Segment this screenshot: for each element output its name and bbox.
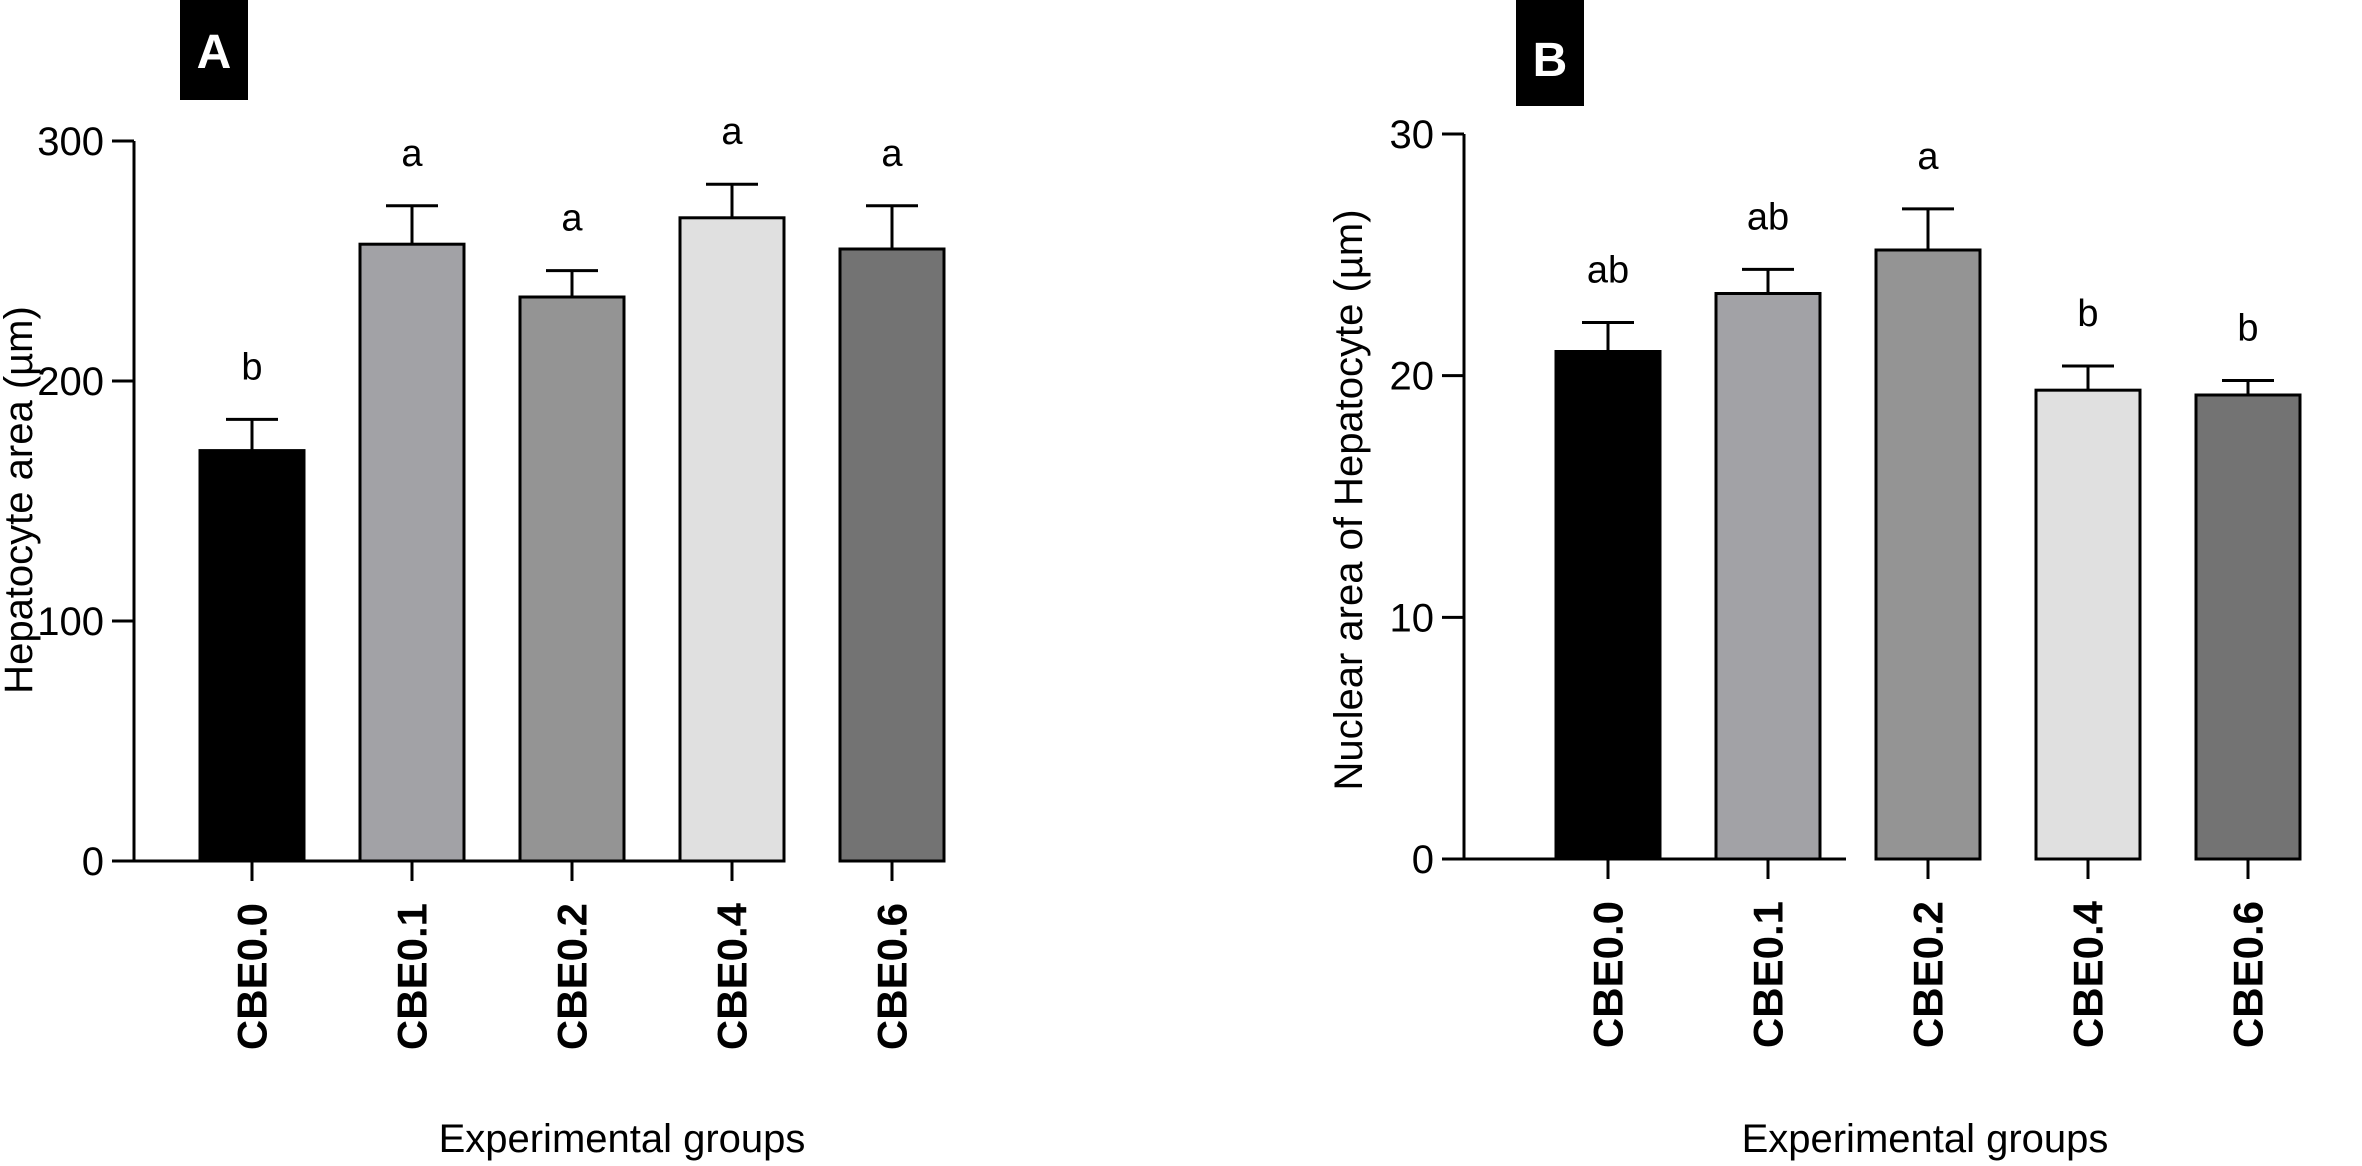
significance-label-a-0: b [241,346,262,388]
bar-b-CBE0.0 [1554,350,1662,861]
bar-b-CBE0.4 [2034,388,2142,861]
category-label-a-CBE0.2: CBE0.2 [549,903,596,1050]
panel-label-badge-b [1516,0,1584,106]
y-tick-label-b-20: 20 [1390,355,1435,399]
bar-b-CBE0.2 [1874,248,1982,861]
x-axis-title-a: Experimental groups [439,1117,806,1161]
significance-label-b-3: b [2077,293,2098,335]
x-axis-title-b: Experimental groups [1742,1117,2109,1161]
bar-b-CBE0.6 [2194,393,2302,861]
category-label-b-CBE0.1: CBE0.1 [1745,901,1792,1048]
y-tick-label-b-10: 10 [1390,596,1435,640]
category-label-b-CBE0.6: CBE0.6 [2225,901,2272,1048]
bar-a-CBE0.0 [198,449,306,863]
bar-a-CBE0.2 [518,295,626,863]
category-label-a-CBE0.6: CBE0.6 [869,903,916,1050]
category-label-a-CBE0.4: CBE0.4 [709,902,756,1050]
significance-label-b-2: a [1917,136,1939,178]
bar-a-CBE0.4 [678,216,786,863]
panel-label-b: B [1533,34,1568,87]
significance-label-a-4: a [881,133,903,175]
panel-label-badge-a [180,0,248,100]
y-tick-label-b-0: 0 [1412,838,1434,882]
plot-area-a: 0 100 200 300 b CBE0.0 a CBE0.1 a CBE0.2 a CBE0.4 a C… [37,111,946,1050]
y-tick-label-a-0: 0 [82,840,104,884]
significance-label-a-3: a [721,111,743,153]
significance-label-a-1: a [401,133,423,175]
panel-label-a: A [197,26,232,79]
chart-panel-b: B Nuclear area of Hepatocyte (µm) Experi… [1327,0,2302,1161]
significance-label-b-4: b [2237,308,2258,350]
y-tick-label-a-100: 100 [37,600,104,644]
y-tick-label-a-200: 200 [37,360,104,404]
category-label-b-CBE0.4: CBE0.4 [2065,900,2112,1048]
y-axis-title-a: Hepatocyte area (µm) [0,306,41,694]
bar-a-CBE0.6 [838,247,946,863]
significance-label-b-0: ab [1587,250,1629,292]
y-axis-title-b: Nuclear area of Hepatocyte (µm) [1327,209,1371,790]
bar-b-CBE0.1 [1714,292,1822,861]
bar-a-CBE0.1 [358,242,466,863]
chart-panel-a: A Hepatocyte area (µm) Experimental grou… [0,0,946,1161]
significance-label-a-2: a [561,198,583,240]
y-tick-label-b-30: 30 [1390,113,1435,157]
significance-label-b-1: ab [1747,196,1789,238]
category-label-b-CBE0.2: CBE0.2 [1905,901,1952,1048]
category-label-a-CBE0.1: CBE0.1 [389,903,436,1050]
category-label-b-CBE0.0: CBE0.0 [1585,901,1632,1048]
y-tick-label-a-300: 300 [37,120,104,164]
plot-area-b: 0 10 20 30 ab CBE0.0 ab CBE0.1 a CBE0.2 b CBE0.4 b CB… [1390,113,2302,1048]
category-label-a-CBE0.0: CBE0.0 [229,903,276,1050]
